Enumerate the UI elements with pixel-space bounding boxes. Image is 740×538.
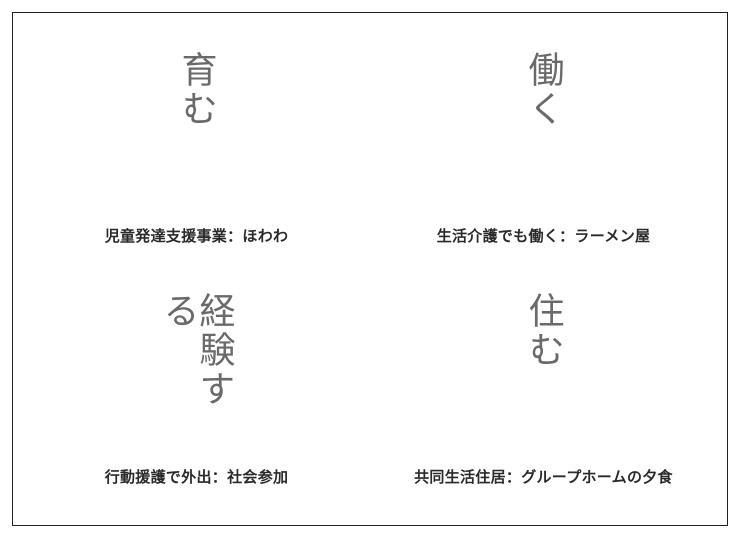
cell-experience: 経験する 行動援護で外出：社会参加 bbox=[23, 274, 370, 515]
caption-work: 生活介護でも働く：ラーメン屋 bbox=[370, 225, 717, 246]
heading-nurture: 育む bbox=[179, 51, 215, 191]
cell-live: 住む 共同生活住居：グループホームの夕食 bbox=[370, 274, 717, 515]
heading-work: 働く bbox=[526, 51, 562, 191]
content-frame: 育む 児童発達支援事業：ほわわ 働く 生活介護でも働く：ラーメン屋 経験する 行… bbox=[12, 12, 728, 526]
heading-experience: 経験する bbox=[161, 292, 233, 432]
caption-live: 共同生活住居：グループホームの夕食 bbox=[370, 466, 717, 487]
cell-nurture: 育む 児童発達支援事業：ほわわ bbox=[23, 33, 370, 274]
heading-live: 住む bbox=[526, 292, 562, 432]
caption-experience: 行動援護で外出：社会参加 bbox=[23, 466, 370, 487]
cell-work: 働く 生活介護でも働く：ラーメン屋 bbox=[370, 33, 717, 274]
caption-nurture: 児童発達支援事業：ほわわ bbox=[23, 225, 370, 246]
